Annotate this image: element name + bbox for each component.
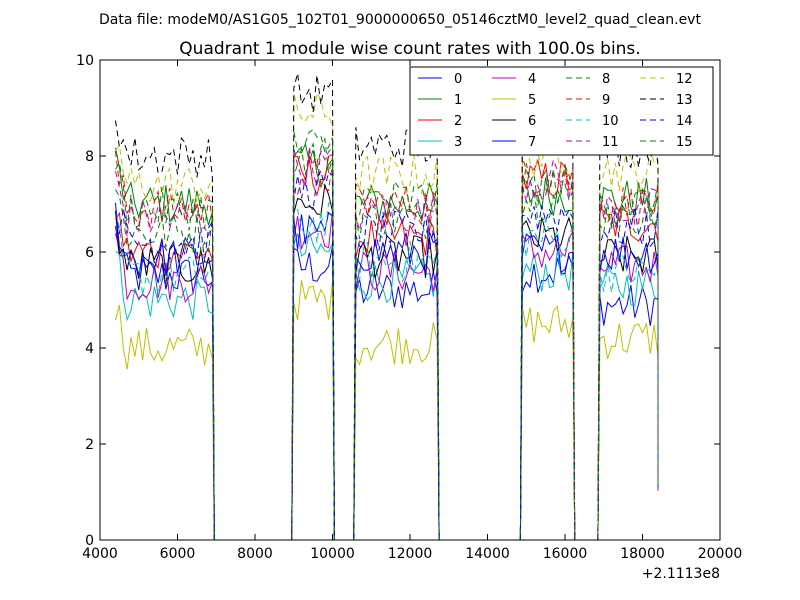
series-line-7	[115, 202, 659, 540]
y-tick-label: 8	[85, 149, 94, 165]
x-offset-label: +2.1113e8	[642, 566, 720, 582]
series-line-4	[115, 210, 659, 540]
legend-label-11: 11	[602, 135, 619, 150]
y-tick-label: 2	[85, 437, 94, 453]
series-line-10	[115, 202, 659, 540]
x-tick-label: 16000	[543, 546, 588, 562]
legend-label-3: 3	[454, 135, 462, 150]
series-line-3	[115, 231, 659, 540]
y-tick-label: 4	[85, 341, 94, 357]
x-tick-label: 18000	[620, 546, 665, 562]
x-tick-label: 20000	[698, 546, 743, 562]
series-line-12	[115, 91, 659, 540]
x-tick-label: 8000	[237, 546, 273, 562]
legend-label-0: 0	[454, 72, 462, 87]
chart-title: Quadrant 1 module wise count rates with …	[179, 39, 640, 59]
x-tick-label: 12000	[388, 546, 433, 562]
datafile-caption: Data file: modeM0/AS1G05_102T01_90000006…	[99, 12, 701, 28]
legend-frame	[409, 66, 714, 156]
y-tick-label: 6	[85, 245, 94, 261]
legend-label-4: 4	[528, 72, 536, 87]
series-line-9	[115, 150, 659, 540]
series-line-15	[115, 128, 659, 540]
legend-label-7: 7	[528, 135, 536, 150]
legend-label-15: 15	[676, 135, 693, 150]
series-line-11	[115, 146, 659, 540]
legend-label-8: 8	[602, 72, 610, 87]
x-tick-label: 14000	[465, 546, 510, 562]
legend-label-1: 1	[454, 93, 462, 108]
x-tick-label: 4000	[82, 546, 118, 562]
x-tick-label: 10000	[310, 546, 355, 562]
x-tick-label: 6000	[160, 546, 196, 562]
series-line-8	[115, 137, 659, 540]
axis-ticks: 4000 6000 8000 10000 12000 14000 16000 18000 200…	[76, 53, 742, 562]
legend-label-2: 2	[454, 114, 462, 129]
series-line-13	[115, 73, 659, 540]
y-tick-label: 10	[76, 53, 94, 69]
legend-label-12: 12	[676, 72, 693, 87]
y-tick-label: 0	[85, 533, 94, 549]
legend-label-6: 6	[528, 114, 536, 129]
legend-label-5: 5	[528, 93, 536, 108]
legend-label-9: 9	[602, 93, 610, 108]
series-line-2	[115, 153, 659, 540]
series-line-6	[115, 183, 659, 540]
legend-label-14: 14	[676, 114, 693, 129]
series-line-5	[115, 280, 659, 540]
legend-label-10: 10	[602, 114, 619, 129]
series-layer	[115, 73, 659, 540]
series-line-1	[115, 142, 659, 540]
series-line-14	[115, 169, 659, 540]
legend-label-13: 13	[676, 93, 693, 108]
